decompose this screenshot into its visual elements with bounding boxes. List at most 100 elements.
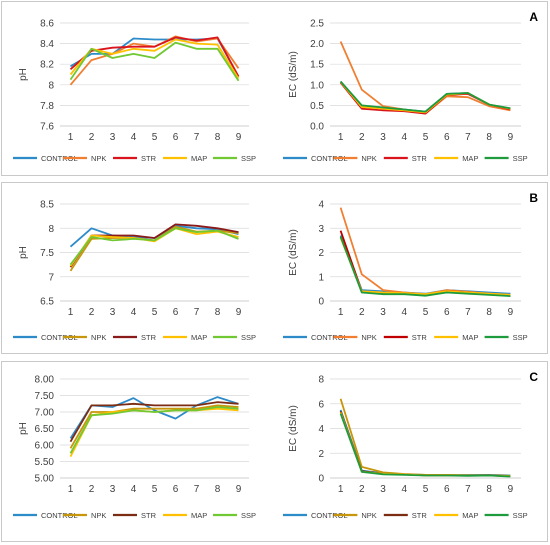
x-tick-label: 9 bbox=[508, 484, 514, 495]
y-tick-label: 3 bbox=[318, 224, 324, 235]
x-tick-label: 8 bbox=[486, 484, 492, 495]
series-line-str bbox=[339, 410, 511, 477]
y-tick-label: 7.8 bbox=[40, 101, 54, 112]
series-line-map bbox=[69, 407, 239, 458]
y-tick-label: 8 bbox=[318, 375, 324, 386]
x-tick-label: 3 bbox=[380, 484, 386, 495]
x-tick-label: 5 bbox=[152, 307, 158, 318]
y-tick-label: 2 bbox=[318, 248, 324, 259]
legend-label-str: STR bbox=[412, 333, 428, 342]
y-tick-label: 0.0 bbox=[310, 122, 324, 133]
series-line-ssp bbox=[339, 80, 511, 113]
x-tick-label: 9 bbox=[236, 484, 242, 495]
series-line-str bbox=[339, 230, 511, 297]
series-line-ssp bbox=[69, 41, 240, 82]
y-tick-label: 8.00 bbox=[35, 375, 55, 386]
legend-label-control: CONTROL bbox=[311, 333, 348, 342]
y-axis-label: EC (dS/m) bbox=[288, 51, 299, 98]
legend-label-str: STR bbox=[412, 511, 428, 520]
x-tick-label: 9 bbox=[508, 307, 514, 318]
legend-label-map: MAP bbox=[462, 154, 478, 163]
x-tick-label: 6 bbox=[173, 132, 179, 143]
series-line-control bbox=[339, 235, 511, 295]
x-tick-label: 1 bbox=[68, 307, 74, 318]
legend-label-map: MAP bbox=[462, 333, 478, 342]
y-tick-label: 1.5 bbox=[310, 60, 324, 71]
legend-label-map: MAP bbox=[191, 511, 207, 520]
series-line-map bbox=[339, 412, 511, 477]
series-line-control bbox=[339, 409, 511, 477]
legend-label-ssp: SSP bbox=[513, 154, 528, 163]
x-tick-label: 5 bbox=[423, 307, 429, 318]
x-tick-label: 6 bbox=[173, 307, 179, 318]
y-tick-label: 7 bbox=[48, 272, 54, 283]
x-tick-label: 8 bbox=[215, 307, 221, 318]
series-line-map bbox=[339, 81, 511, 114]
y-tick-label: 6.5 bbox=[40, 297, 54, 308]
legend-label-ssp: SSP bbox=[513, 511, 528, 520]
chart-2: 0.0 0.5 1.0 1.5 2.0 2.5 1 2 3 4 5 6 7 8 9 EC (dS/m) CONT… bbox=[283, 19, 528, 163]
series-line-map bbox=[339, 237, 511, 296]
x-tick-label: 4 bbox=[131, 307, 137, 318]
x-tick-label: 6 bbox=[444, 132, 450, 143]
x-tick-label: 2 bbox=[359, 484, 365, 495]
y-tick-label: 7.5 bbox=[40, 248, 54, 259]
y-tick-label: 5.00 bbox=[35, 474, 55, 485]
x-tick-label: 3 bbox=[110, 307, 116, 318]
x-tick-label: 1 bbox=[338, 132, 344, 143]
x-tick-label: 8 bbox=[486, 307, 492, 318]
series-line-ssp bbox=[339, 236, 511, 297]
legend-label-str: STR bbox=[412, 154, 428, 163]
x-tick-label: 6 bbox=[444, 484, 450, 495]
legend-label-map: MAP bbox=[191, 333, 207, 342]
x-tick-label: 1 bbox=[338, 307, 344, 318]
legend-label-map: MAP bbox=[191, 154, 207, 163]
x-tick-label: 3 bbox=[380, 307, 386, 318]
x-tick-label: 3 bbox=[110, 132, 116, 143]
legend-label-ssp: SSP bbox=[241, 154, 256, 163]
x-tick-label: 4 bbox=[131, 132, 137, 143]
series-line-npk bbox=[69, 225, 239, 272]
legend-label-npk: NPK bbox=[91, 511, 106, 520]
y-tick-label: 7.00 bbox=[35, 408, 55, 419]
legend-label-npk: NPK bbox=[361, 333, 376, 342]
y-axis-label: pH bbox=[18, 246, 29, 259]
x-tick-label: 4 bbox=[131, 484, 137, 495]
legend-label-control: CONTROL bbox=[311, 511, 348, 520]
x-tick-label: 6 bbox=[173, 484, 179, 495]
panel-b: B bbox=[1, 182, 548, 354]
y-tick-label: 8.2 bbox=[40, 60, 54, 71]
y-axis-label: EC (dS/m) bbox=[288, 405, 299, 452]
series-line-ssp bbox=[69, 406, 239, 454]
legend-label-control: CONTROL bbox=[41, 154, 78, 163]
legend-label-npk: NPK bbox=[361, 511, 376, 520]
y-tick-label: 6.00 bbox=[35, 441, 55, 452]
panel-letter-a: A bbox=[529, 10, 538, 24]
panel-letter-c: C bbox=[529, 370, 538, 384]
x-tick-label: 5 bbox=[423, 484, 429, 495]
x-tick-label: 2 bbox=[359, 132, 365, 143]
x-tick-label: 6 bbox=[444, 307, 450, 318]
y-tick-label: 0 bbox=[318, 297, 324, 308]
x-tick-label: 9 bbox=[236, 307, 242, 318]
series-line-npk bbox=[69, 404, 239, 449]
chart-1: 7.6 7.8 8 8.2 8.4 8.6 1 2 3 4 5 6 7 8 9 pH CONTROL NPK STR… bbox=[13, 19, 256, 163]
y-tick-label: 4 bbox=[318, 200, 324, 211]
series-line-npk bbox=[339, 207, 511, 296]
series-line-str bbox=[339, 82, 511, 115]
series-line-ssp bbox=[339, 413, 511, 478]
series-line-map bbox=[69, 227, 239, 267]
y-tick-label: 6.50 bbox=[35, 424, 55, 435]
y-tick-label: 2.5 bbox=[310, 19, 324, 30]
series-line-map bbox=[69, 38, 240, 80]
x-tick-label: 7 bbox=[194, 132, 200, 143]
y-tick-label: 0.5 bbox=[310, 101, 324, 112]
x-tick-label: 9 bbox=[236, 132, 242, 143]
x-tick-label: 8 bbox=[215, 484, 221, 495]
y-axis-label: EC (dS/m) bbox=[288, 229, 299, 276]
series-line-npk bbox=[339, 398, 511, 477]
x-tick-label: 4 bbox=[401, 484, 407, 495]
series-line-str bbox=[69, 401, 239, 443]
x-tick-label: 3 bbox=[380, 132, 386, 143]
